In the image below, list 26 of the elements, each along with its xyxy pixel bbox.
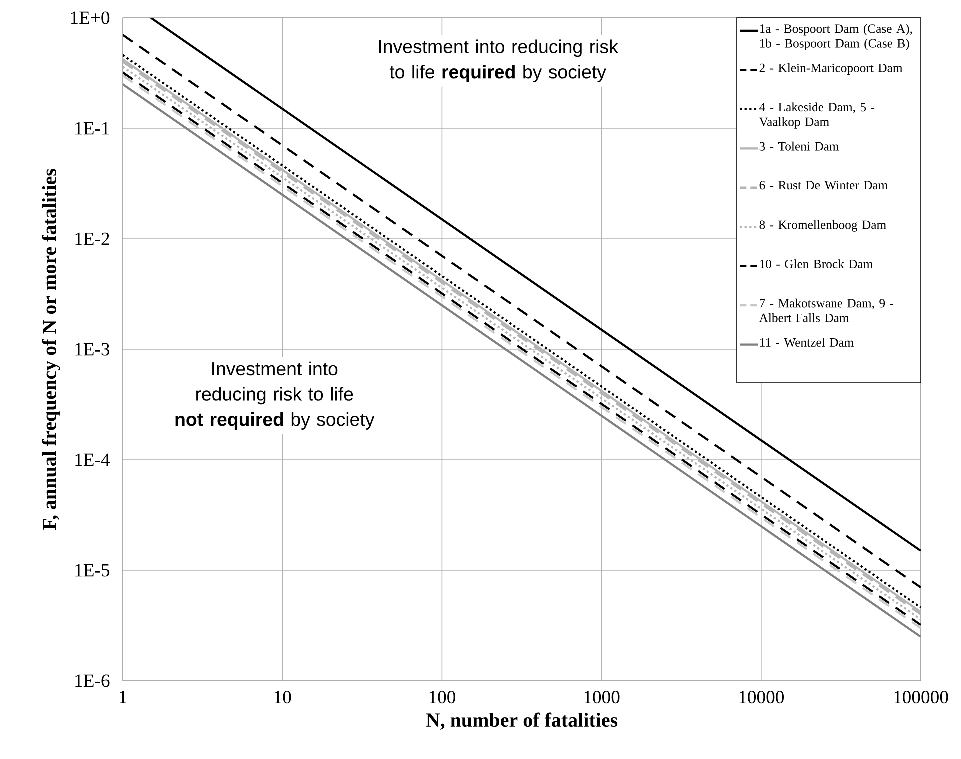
legend-label: 11 - Wentzel Dam — [760, 338, 854, 347]
legend-label: 2 - Klein-Maricopoort Dam — [760, 63, 903, 75]
x-tick-label: 1000 — [584, 691, 620, 704]
y-tick-label: 1E-2 — [76, 232, 110, 246]
y-tick-label: 1E-5 — [76, 564, 110, 577]
legend-label: 8 - Kromellenboog Dam — [760, 220, 886, 232]
y-tick-label: 1E-6 — [76, 674, 110, 688]
y-tick-label: 1E-4 — [76, 454, 110, 466]
annotation: Investment into reducing risk to life required by society — [379, 40, 618, 82]
y-tick-label: 1E-3 — [76, 343, 110, 356]
x-tick-label: 10 — [274, 691, 292, 704]
x-tick-label: 100000 — [894, 691, 948, 704]
legend-label: 4 - Lakeside Dam, 5 - Vaalkop Dam — [759, 102, 875, 129]
annotation: Investment into reducing risk to life not required by society — [176, 362, 375, 430]
legend-label: 7 - Makotswane Dam, 9 - Albert Falls Dam — [759, 298, 894, 322]
legend-label: 1a - Bospoort Dam (Case A), 1b - Bospoort Dam (Case B) — [760, 24, 912, 50]
x-tick-label: 1 — [120, 691, 127, 704]
legend-label: 10 - Glen Brock Dam — [760, 260, 874, 268]
y-axis-title: F, annual frequency of N or more fatalities — [42, 169, 61, 530]
x-axis-title: N, number of fatalities — [426, 712, 618, 730]
x-tick-label: 10000 — [740, 691, 784, 704]
legend-label: 6 - Rust De Winter Dam — [760, 181, 888, 190]
legend-label: 3 - Toleni Dam — [760, 142, 840, 151]
y-tick-label: 1E-1 — [76, 122, 110, 135]
y-tick-label: 1E+0 — [71, 12, 110, 24]
x-tick-label: 100 — [430, 691, 456, 704]
